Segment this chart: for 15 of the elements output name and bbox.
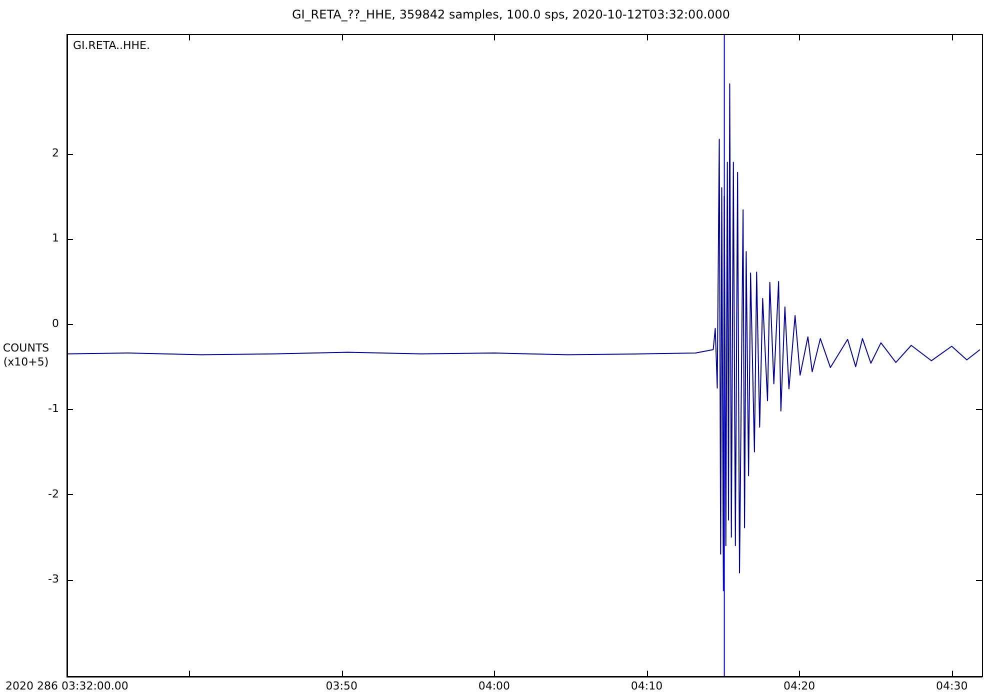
x-tick-label: 04:20 <box>783 679 816 692</box>
y-tick-label: -3 <box>48 572 59 586</box>
annotation: GI.RETA..HHE. <box>72 38 150 52</box>
chart-title: GI_RETA_??_HHE, 359842 samples, 100.0 sps, 2020-10-12T03:32:00.000 <box>292 7 730 22</box>
y-tick-label: 1 <box>52 232 59 245</box>
y-tick-label: 0 <box>52 316 59 330</box>
y-axis-title: COUNTS (x10+5) <box>2 341 50 368</box>
x-tick-label: 03:50 <box>326 679 358 692</box>
y-tick-label: 2 <box>52 146 59 160</box>
x-tick-label: 04:10 <box>630 679 663 692</box>
y-tick-label: -1 <box>48 402 59 416</box>
y-tick-label: -2 <box>48 487 59 500</box>
x-tick-label: 04:00 <box>478 679 510 692</box>
x-tick-label: 2020 286 03:32:00.00 <box>6 679 128 692</box>
x-tick-label: 04:30 <box>936 679 968 692</box>
